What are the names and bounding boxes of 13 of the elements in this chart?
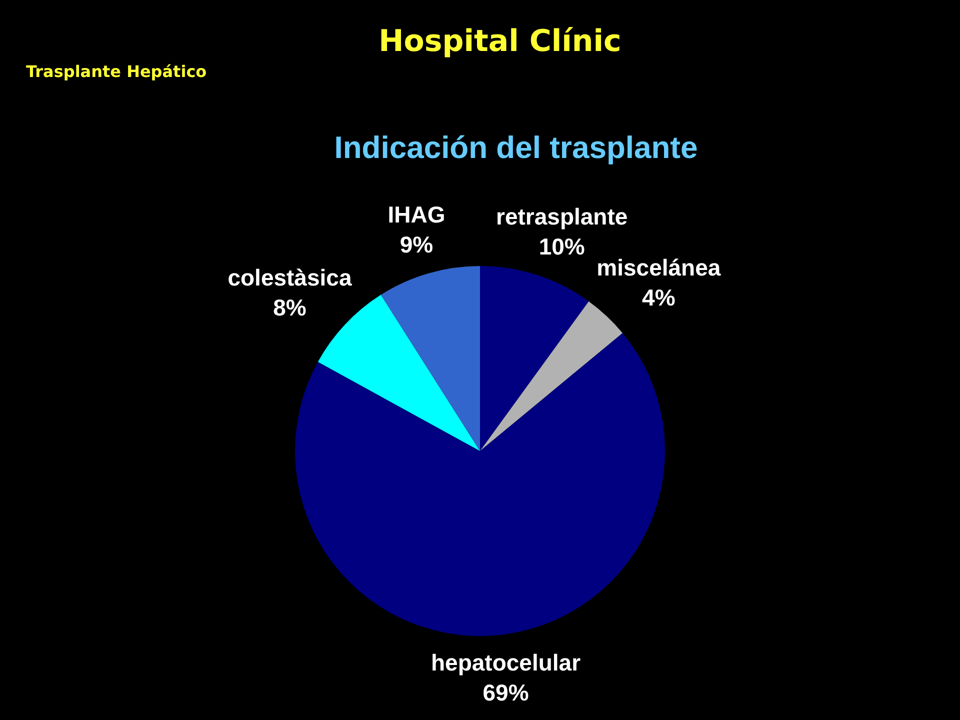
data-label: 8% (273, 294, 306, 321)
data-label: 4% (642, 284, 676, 310)
text: Trasplante Hepático (26, 62, 207, 81)
slice-label: miscelánea (596, 254, 721, 280)
slice-label: IHAG (388, 201, 446, 228)
slice-label: hepatocelular (430, 649, 581, 676)
slice-label: colestàsica (228, 264, 352, 291)
data-label: 69% (482, 679, 529, 706)
data-label: 10% (538, 234, 585, 260)
chart-title: Hospital Clínic (378, 24, 622, 59)
data-label: 9% (400, 231, 434, 258)
chart-subtitle: Indicación del trasplante (333, 130, 699, 166)
slice-label: retrasplante (496, 204, 628, 230)
